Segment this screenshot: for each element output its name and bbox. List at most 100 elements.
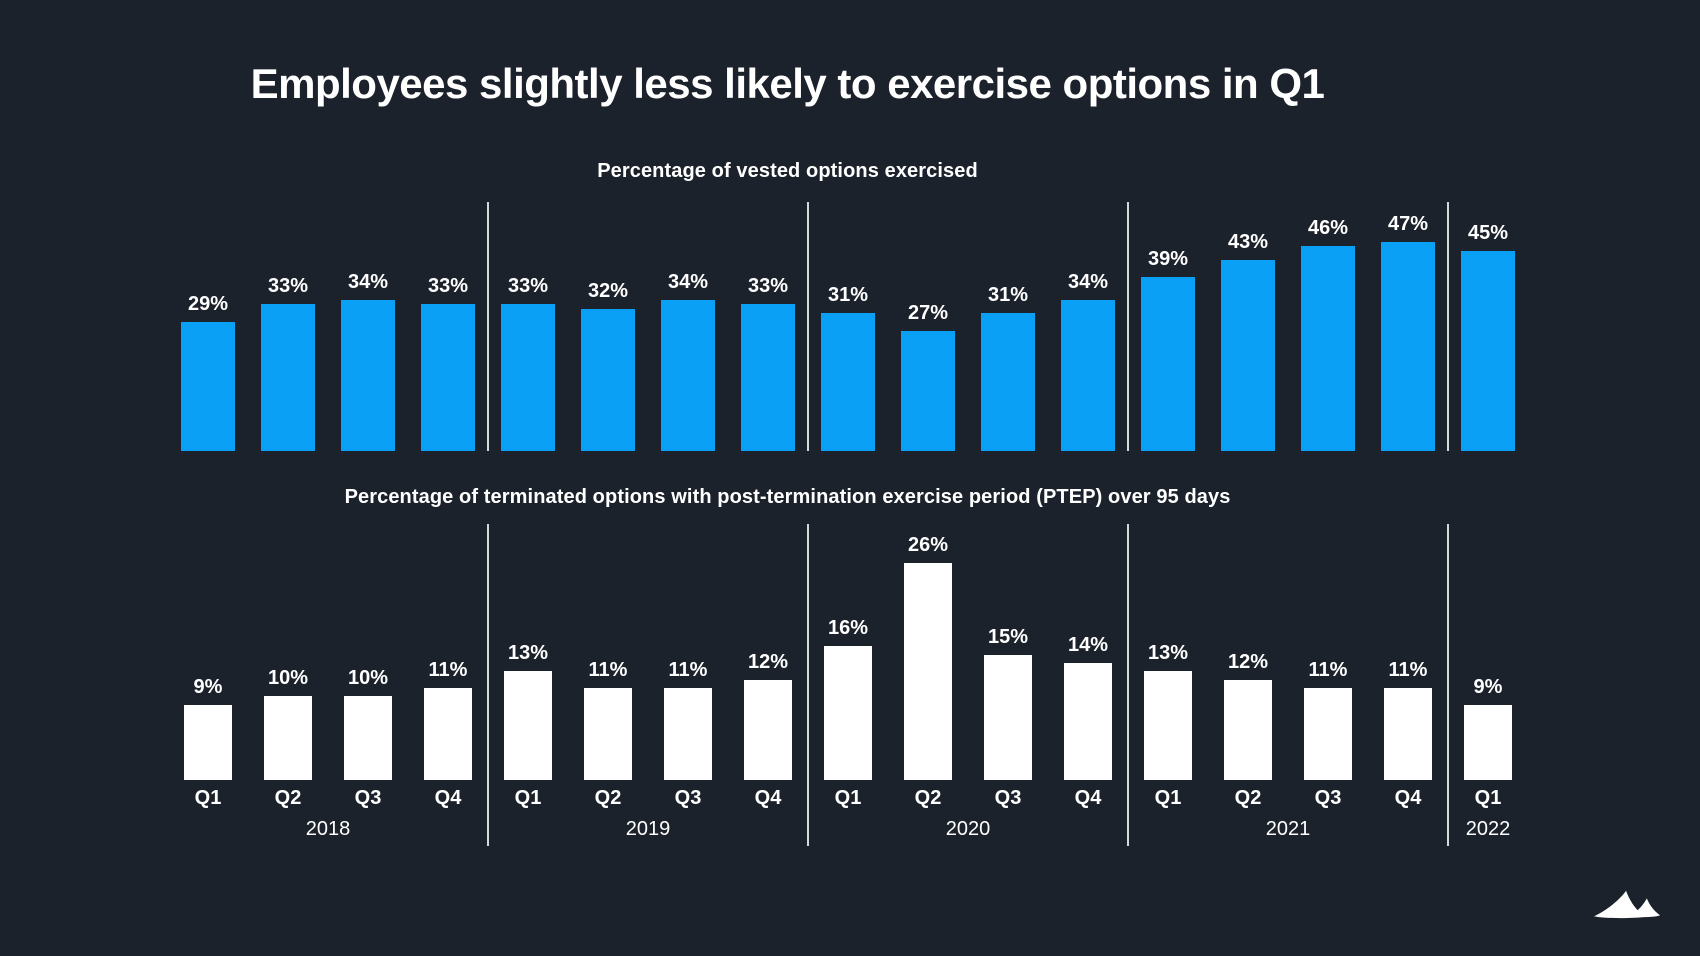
bar-value-label: 31% xyxy=(827,284,869,306)
bar-cell: 47% xyxy=(1381,213,1435,451)
bar-cell: 10% Q2 xyxy=(261,667,315,810)
quarter-label: Q3 xyxy=(1314,787,1342,809)
bar-value-label: 34% xyxy=(667,271,709,293)
bar xyxy=(1141,277,1195,451)
bar-value-label: 13% xyxy=(507,642,549,664)
bar xyxy=(504,671,552,780)
quarter-label: Q2 xyxy=(594,787,622,809)
bar-value-label: 39% xyxy=(1147,248,1189,270)
year-divider-line xyxy=(1127,202,1129,451)
bar xyxy=(184,705,232,780)
quarter-label: Q3 xyxy=(674,787,702,809)
bar-value-label: 12% xyxy=(1227,651,1269,673)
bar xyxy=(421,304,475,451)
bar xyxy=(341,300,395,451)
bar-value-label: 43% xyxy=(1227,231,1269,253)
bar-cell: 11% Q3 xyxy=(661,659,715,810)
bar xyxy=(981,313,1035,451)
bar-value-label: 11% xyxy=(1388,659,1428,681)
year-divider-line xyxy=(1127,524,1129,846)
bar-value-label: 9% xyxy=(1473,676,1503,698)
bar-cell: 43% xyxy=(1221,231,1275,451)
year-label: 2020 xyxy=(945,818,991,840)
bar-value-label: 34% xyxy=(347,271,389,293)
bar-value-label: 16% xyxy=(827,617,869,639)
bar-cell: 29% xyxy=(181,293,235,451)
bar-cell: 33% xyxy=(501,275,555,451)
quarter-label: Q3 xyxy=(354,787,382,809)
bar-cell: 26% Q2 xyxy=(901,534,955,810)
bar-cell: 10% Q3 xyxy=(341,667,395,810)
bar-value-label: 27% xyxy=(907,302,949,324)
bar-value-label: 15% xyxy=(987,626,1029,648)
bar xyxy=(261,304,315,451)
bar-cell: 34% xyxy=(661,271,715,451)
quarter-label: Q2 xyxy=(1234,787,1262,809)
bar xyxy=(661,300,715,451)
bar-cell: 33% xyxy=(741,275,795,451)
bar-value-label: 26% xyxy=(907,534,949,556)
year-divider-line xyxy=(487,202,489,451)
bar xyxy=(664,688,712,780)
bar-value-label: 32% xyxy=(587,280,629,302)
bar-value-label: 29% xyxy=(187,293,229,315)
bar-value-label: 13% xyxy=(1147,642,1189,664)
bar-value-label: 33% xyxy=(427,275,469,297)
bar xyxy=(581,309,635,451)
top-chart-subtitle: Percentage of vested options exercised xyxy=(597,160,978,182)
bar-cell: 33% xyxy=(421,275,475,451)
bar-cell: 34% xyxy=(341,271,395,451)
bar xyxy=(501,304,555,451)
bar xyxy=(744,680,792,780)
bar-value-label: 33% xyxy=(267,275,309,297)
year-label: 2018 xyxy=(305,818,351,840)
bar xyxy=(1064,663,1112,780)
bar xyxy=(1464,705,1512,780)
bar-value-label: 31% xyxy=(987,284,1029,306)
bar-cell: 16% Q1 xyxy=(821,617,875,810)
bar-value-label: 33% xyxy=(747,275,789,297)
bar-cell: 14% Q4 xyxy=(1061,634,1115,810)
bar xyxy=(821,313,875,451)
bar xyxy=(1384,688,1432,780)
bar-value-label: 10% xyxy=(347,667,389,689)
bar-cell: 13% Q1 xyxy=(1141,642,1195,810)
bar xyxy=(1144,671,1192,780)
bar xyxy=(824,646,872,780)
bar-value-label: 14% xyxy=(1067,634,1109,656)
bar-cell: 13% Q1 xyxy=(501,642,555,810)
bar-cell: 32% xyxy=(581,280,635,451)
bar-value-label: 11% xyxy=(588,659,628,681)
bar-value-label: 10% xyxy=(267,667,309,689)
bar-value-label: 11% xyxy=(428,659,468,681)
year-label: 2021 xyxy=(1265,818,1311,840)
bar-value-label: 47% xyxy=(1387,213,1429,235)
year-divider-line xyxy=(1447,202,1449,451)
bottom-chart-subtitle: Percentage of terminated options with po… xyxy=(344,486,1231,508)
quarter-label: Q4 xyxy=(1074,787,1102,809)
bar xyxy=(741,304,795,451)
bar xyxy=(1221,260,1275,451)
bar xyxy=(1461,251,1515,451)
bar xyxy=(264,696,312,780)
bar xyxy=(1301,246,1355,451)
year-divider-line xyxy=(1447,524,1449,846)
bar-value-label: 11% xyxy=(668,659,708,681)
year-divider-line xyxy=(807,524,809,846)
quarter-label: Q1 xyxy=(194,787,222,809)
bar xyxy=(904,563,952,780)
bar xyxy=(1381,242,1435,451)
bar-value-label: 45% xyxy=(1467,222,1509,244)
bar-cell: 11% Q4 xyxy=(421,659,475,810)
bar-cell: 45% xyxy=(1461,222,1515,451)
bar-cell: 27% xyxy=(901,302,955,451)
quarter-label: Q4 xyxy=(434,787,462,809)
bar xyxy=(984,655,1032,780)
bar-cell: 34% xyxy=(1061,271,1115,451)
bar-cell: 15% Q3 xyxy=(981,626,1035,810)
bar xyxy=(424,688,472,780)
bar-cell: 12% Q2 xyxy=(1221,651,1275,810)
dunes-logo-icon xyxy=(1593,890,1661,919)
bar-cell: 11% Q4 xyxy=(1381,659,1435,810)
bar-cell: 46% xyxy=(1301,217,1355,451)
